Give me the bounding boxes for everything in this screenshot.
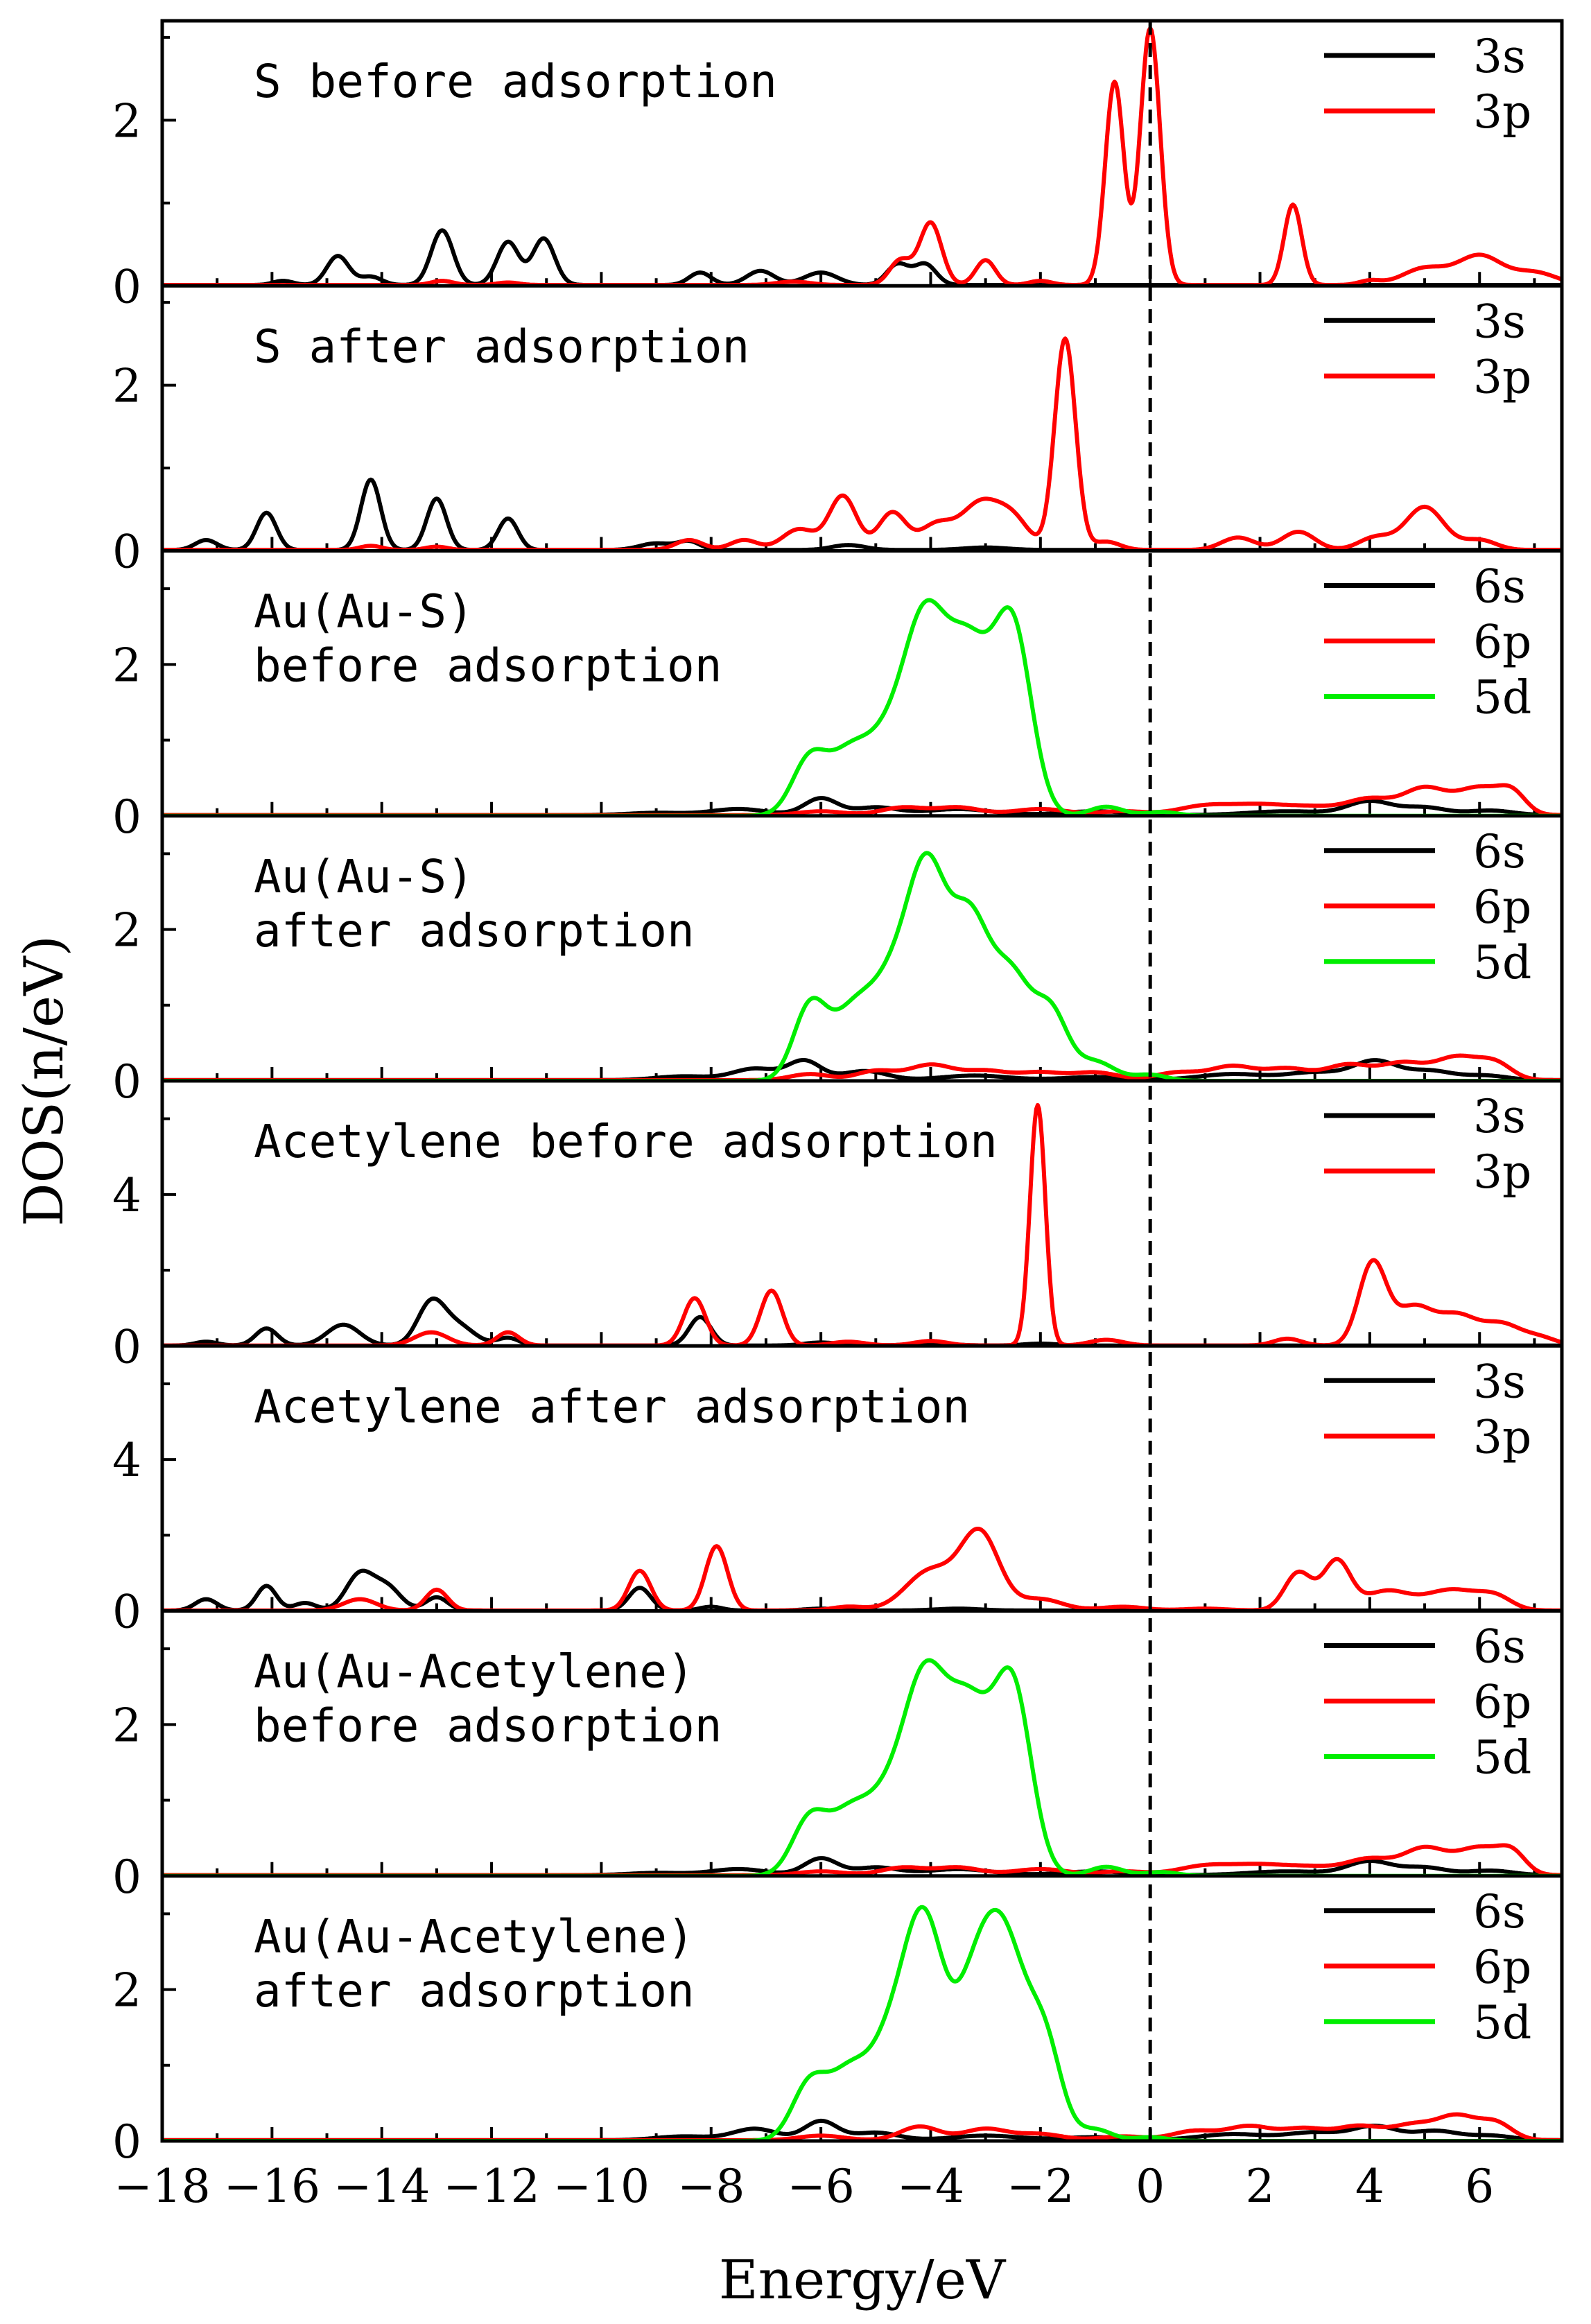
- x-tick-label: −16: [224, 2160, 320, 2213]
- x-tick-label: −12: [443, 2160, 539, 2213]
- series-line-5d: [162, 1905, 1562, 2141]
- x-tick-label: −2: [1007, 2160, 1074, 2213]
- panel-title: S after adsorption: [254, 320, 749, 373]
- y-tick-label: 0: [112, 2115, 141, 2169]
- x-tick-label: 6: [1465, 2160, 1494, 2213]
- legend-label-3p: 3p: [1473, 1410, 1531, 1464]
- series-line-5d: [162, 1658, 1562, 1876]
- legend-label-6p: 6p: [1473, 881, 1531, 934]
- x-tick-label: 4: [1355, 2160, 1384, 2213]
- legend-label-3p: 3p: [1473, 85, 1531, 139]
- legend-label-5d: 5d: [1473, 671, 1531, 725]
- legend-label-3p: 3p: [1473, 350, 1531, 404]
- legend-label-6p: 6p: [1473, 1676, 1531, 1729]
- y-tick-label: 2: [112, 1699, 141, 1752]
- legend-label-5d: 5d: [1473, 1996, 1531, 2049]
- y-tick-label: 2: [112, 904, 141, 957]
- y-tick-label: 4: [112, 1169, 141, 1222]
- x-tick-label: −14: [333, 2160, 430, 2213]
- y-tick-label: 2: [112, 1964, 141, 2018]
- y-tick-label: 0: [112, 526, 141, 579]
- legend-label-3s: 3s: [1473, 295, 1526, 348]
- legend-label-6s: 6s: [1473, 560, 1526, 614]
- legend-label-5d: 5d: [1473, 1731, 1531, 1785]
- panel-title: Acetylene before adsorption: [254, 1115, 998, 1168]
- x-tick-label: −4: [897, 2160, 964, 2213]
- legend-label-3s: 3s: [1473, 30, 1526, 83]
- x-tick-label: −10: [553, 2160, 650, 2213]
- legend-label-3s: 3s: [1473, 1355, 1526, 1408]
- legend-label-6s: 6s: [1473, 1620, 1526, 1674]
- panel-title: Acetylene after adsorption: [254, 1380, 970, 1433]
- x-tick-label: 2: [1246, 2160, 1275, 2213]
- x-tick-label: −18: [114, 2160, 210, 2213]
- y-tick-label: 0: [112, 260, 141, 313]
- series-line-5d: [162, 598, 1562, 816]
- y-axis-label: DOS(n/eV): [13, 935, 76, 1226]
- x-axis-label: Energy/eV: [719, 2249, 1007, 2312]
- legend-label-5d: 5d: [1473, 936, 1531, 989]
- legend-label-6s: 6s: [1473, 1885, 1526, 1939]
- y-tick-label: 0: [112, 1586, 141, 1639]
- plot-frame: [160, 19, 1564, 2143]
- panel-title: Au(Au-S): [254, 850, 474, 903]
- y-tick-label: 2: [112, 94, 141, 148]
- series-line-5d: [162, 851, 1562, 1081]
- panel-title: Au(Au-S): [254, 585, 474, 639]
- panel-title: Au(Au-Acetylene): [254, 1645, 695, 1699]
- legend-label-3s: 3s: [1473, 1090, 1526, 1143]
- panel-title: S before adsorption: [254, 55, 777, 108]
- y-tick-label: 2: [112, 360, 141, 413]
- y-tick-label: 4: [112, 1434, 141, 1487]
- legend-label-6s: 6s: [1473, 825, 1526, 878]
- y-tick-label: 0: [112, 1850, 141, 1904]
- y-tick-label: 0: [112, 790, 141, 844]
- y-tick-label: 0: [112, 1320, 141, 1373]
- y-tick-label: 0: [112, 1055, 141, 1109]
- panel-title: before adsorption: [254, 1699, 722, 1753]
- legend-label-6p: 6p: [1473, 1941, 1531, 1994]
- panel-title: after adsorption: [254, 1964, 695, 2018]
- panel-title: Au(Au-Acetylene): [254, 1910, 695, 1963]
- x-axis: −18 −16 −14 −12 −10 −8 −6 −4 −2 0 2 4 6: [114, 2160, 1494, 2213]
- panel-title: after adsorption: [254, 904, 695, 957]
- x-tick-label: −6: [787, 2160, 854, 2213]
- legend-label-3p: 3p: [1473, 1145, 1531, 1199]
- panel-title: before adsorption: [254, 639, 722, 693]
- y-tick-label: 2: [112, 639, 141, 692]
- legend-label-6p: 6p: [1473, 616, 1531, 669]
- x-tick-label: −8: [677, 2160, 745, 2213]
- x-tick-label: 0: [1136, 2160, 1165, 2213]
